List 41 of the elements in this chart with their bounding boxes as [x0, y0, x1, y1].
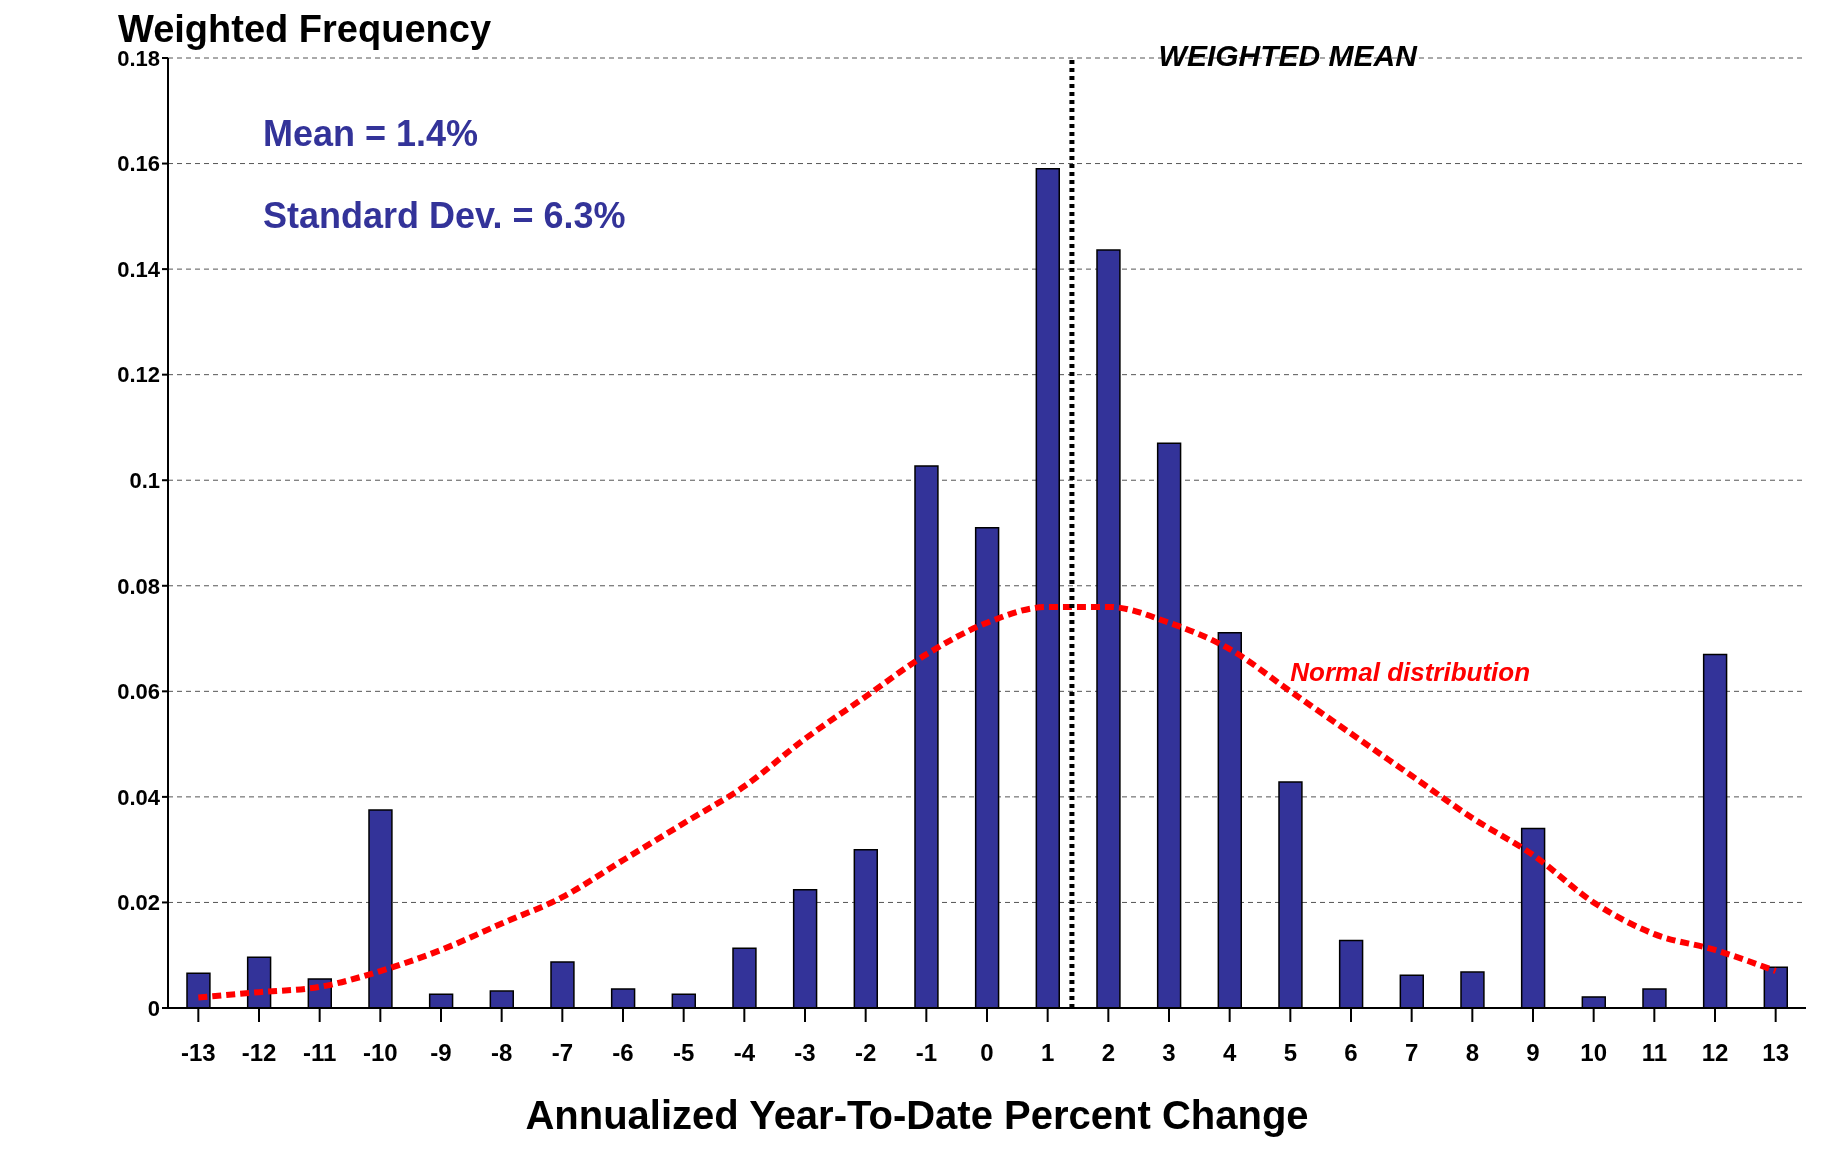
x-tick-label: -1 [915, 1039, 938, 1067]
x-tick-label: 5 [1283, 1039, 1298, 1067]
x-tick-label: 11 [1641, 1039, 1668, 1067]
x-tick-label: 9 [1526, 1039, 1540, 1067]
x-tick-label: 1 [1040, 1039, 1055, 1067]
y-tick-label: 0.08 [117, 573, 160, 599]
x-tick-label: 8 [1465, 1039, 1480, 1067]
x-tick-label: -9 [430, 1039, 452, 1067]
y-tick-label: 0.04 [117, 784, 161, 810]
annotation: Standard Dev. = 6.3% [263, 195, 626, 237]
x-tick-label: -6 [612, 1039, 634, 1067]
x-tick-label: -12 [241, 1039, 277, 1067]
y-tick-label: 0.12 [117, 362, 160, 388]
ref-line-label: WEIGHTED MEAN [1158, 39, 1419, 73]
x-tick-label: -7 [551, 1039, 574, 1067]
x-tick-label: -3 [794, 1039, 816, 1067]
y-tick-label: 0.14 [117, 256, 161, 282]
series-label: Normal distribution [1290, 657, 1531, 688]
x-tick-label: -5 [672, 1039, 695, 1067]
x-tick-label: -11 [302, 1039, 337, 1067]
y-tick-label: 0 [147, 995, 160, 1021]
x-axis-title: Annualized Year-To-Date Percent Change [524, 1093, 1310, 1138]
x-tick-label: 6 [1344, 1039, 1358, 1067]
annotation: Mean = 1.4% [263, 113, 479, 155]
y-tick-label: 0.1 [129, 468, 160, 494]
x-tick-label: 12 [1701, 1039, 1729, 1067]
y-tick-label: 0.06 [117, 679, 160, 705]
x-tick-label: -13 [180, 1039, 216, 1067]
y-tick-label: 0.16 [117, 151, 160, 177]
x-tick-label: -2 [854, 1039, 877, 1067]
y-tick-label: 0.02 [117, 890, 160, 916]
x-tick-label: -8 [490, 1039, 513, 1067]
x-tick-label: 7 [1404, 1039, 1419, 1067]
x-tick-label: 3 [1162, 1039, 1176, 1067]
x-tick-label: -4 [733, 1039, 756, 1067]
x-tick-label: 2 [1101, 1039, 1116, 1067]
x-tick-label: 13 [1762, 1039, 1790, 1067]
x-tick-label: 4 [1222, 1039, 1237, 1067]
x-tick-label: 0 [980, 1039, 994, 1067]
x-tick-label: 10 [1580, 1039, 1608, 1067]
x-tick-label: -10 [362, 1039, 398, 1067]
